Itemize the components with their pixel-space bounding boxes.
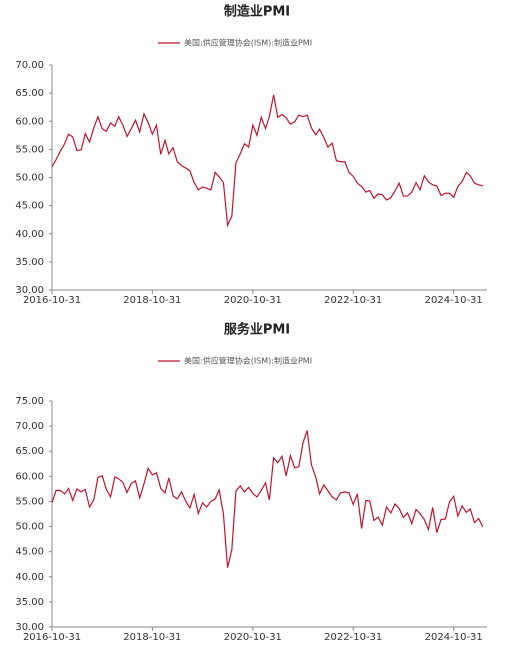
data-line [51, 94, 484, 228]
y-tick-label: 55.00 [15, 144, 44, 155]
x-tick-label: 2016-10-31 [23, 295, 81, 306]
y-tick-label: 55.00 [15, 496, 44, 507]
chart-title: 服务业PMI [224, 322, 290, 338]
x-tick-label: 2016-10-31 [23, 632, 81, 643]
y-tick-label: 35.00 [15, 257, 44, 268]
y-tick-label: 45.00 [15, 201, 44, 212]
y-tick-label: 65.00 [15, 88, 44, 99]
y-tick-label: 70.00 [15, 60, 44, 71]
y-tick-label: 65.00 [15, 446, 44, 457]
y-tick-label: 40.00 [15, 229, 44, 240]
legend-label: 美国:供应管理协会(ISM):制造业PMI [184, 38, 312, 48]
x-tick-label: 2022-10-31 [324, 295, 382, 306]
y-tick-label: 70.00 [15, 421, 44, 432]
data-line [51, 430, 484, 568]
x-tick-label: 2018-10-31 [123, 632, 181, 643]
y-tick-label: 60.00 [15, 471, 44, 482]
y-tick-label: 35.00 [15, 597, 44, 608]
chart-title: 制造业PMI [224, 4, 290, 20]
x-tick-label: 2018-10-31 [123, 295, 181, 306]
x-tick-label: 2024-10-31 [425, 632, 483, 643]
x-tick-label: 2020-10-31 [224, 632, 282, 643]
y-tick-label: 45.00 [15, 547, 44, 558]
y-tick-label: 60.00 [15, 116, 44, 127]
y-tick-label: 75.00 [15, 396, 44, 407]
legend-label: 美国:供应管理协会(ISM):制造业PMI [184, 356, 312, 366]
y-tick-label: 30.00 [15, 285, 44, 296]
y-tick-label: 50.00 [15, 522, 44, 533]
y-tick-label: 40.00 [15, 572, 44, 583]
x-tick-label: 2022-10-31 [324, 632, 382, 643]
y-tick-label: 50.00 [15, 173, 44, 184]
x-tick-label: 2020-10-31 [224, 295, 282, 306]
y-tick-label: 30.00 [15, 622, 44, 633]
x-tick-label: 2024-10-31 [425, 295, 483, 306]
